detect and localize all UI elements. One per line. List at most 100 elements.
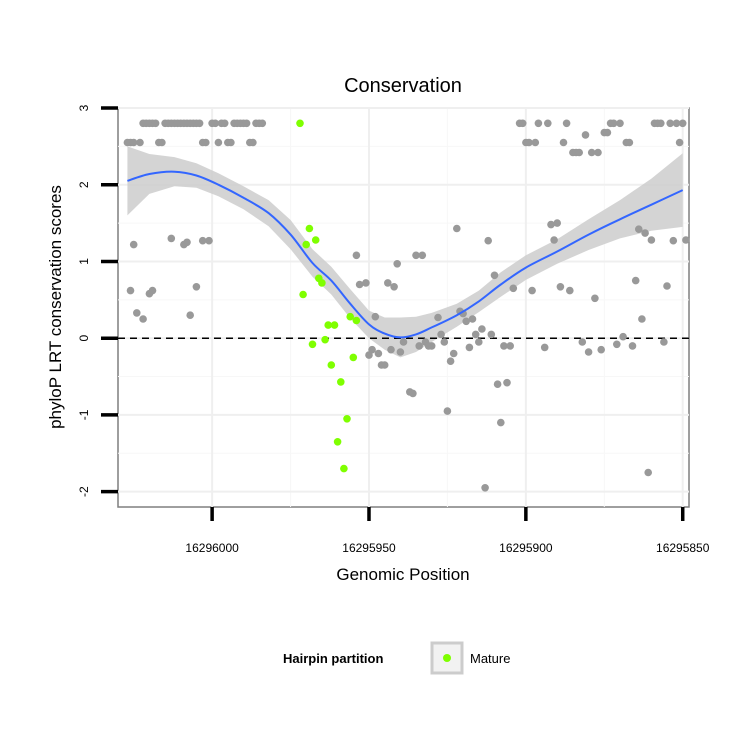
data-point: [136, 138, 144, 147]
data-point: [415, 342, 424, 350]
data-point-mature: [299, 290, 307, 299]
chart-title: Conservation: [344, 75, 462, 97]
confidence-ribbon-layer: [127, 146, 683, 358]
data-point: [591, 294, 599, 303]
data-point: [465, 343, 474, 352]
data-point: [682, 236, 690, 244]
data-point: [129, 138, 138, 147]
data-point-mature: [318, 279, 326, 287]
y-tick-label: 3: [77, 104, 91, 111]
data-point: [556, 283, 565, 291]
data-point: [657, 119, 665, 128]
data-point: [553, 219, 561, 227]
data-point-mature: [349, 353, 358, 362]
x-tick-label: 16295900: [499, 541, 553, 555]
data-point: [384, 279, 392, 287]
data-point: [675, 138, 684, 147]
data-point: [644, 468, 652, 477]
data-point-mature: [305, 224, 314, 233]
data-point: [220, 119, 229, 128]
data-point: [672, 119, 681, 128]
data-point: [544, 119, 552, 128]
data-point: [666, 119, 674, 128]
data-point-mature: [308, 340, 317, 349]
data-point: [525, 138, 533, 147]
data-point: [487, 330, 496, 339]
data-point: [399, 338, 408, 346]
data-point-mature: [352, 316, 361, 325]
data-point: [352, 251, 361, 260]
data-point: [597, 345, 605, 354]
data-point: [603, 128, 612, 137]
data-point: [468, 315, 477, 323]
data-point: [619, 332, 627, 341]
data-point: [390, 283, 398, 291]
data-point: [528, 286, 536, 295]
data-point: [562, 119, 571, 128]
smooth-curve-layer: [127, 170, 684, 339]
data-point: [506, 342, 514, 350]
data-point: [547, 220, 555, 229]
legend-title: Hairpin partition: [283, 651, 383, 666]
data-point-mature: [343, 415, 351, 423]
x-tick-label: 16296000: [185, 541, 239, 555]
data-point: [478, 325, 486, 333]
data-point: [534, 119, 543, 128]
data-point-mature: [340, 464, 348, 473]
data-point: [503, 378, 511, 387]
data-point: [167, 234, 176, 243]
data-point: [475, 338, 483, 346]
data-point: [242, 119, 251, 128]
data-point: [186, 311, 194, 320]
data-point: [609, 119, 618, 128]
data-point: [374, 349, 383, 358]
data-point-mature: [330, 321, 339, 329]
data-point: [613, 340, 621, 349]
data-point: [202, 138, 210, 147]
data-point: [198, 236, 207, 245]
data-point: [355, 280, 364, 289]
legend-label-mature: Mature: [470, 651, 510, 666]
data-point: [409, 389, 417, 398]
data-point: [678, 119, 687, 128]
data-point: [183, 238, 191, 247]
y-tick-label: -2: [77, 486, 91, 497]
data-point: [462, 317, 471, 326]
data-point: [211, 119, 220, 128]
data-point: [518, 119, 527, 128]
data-point: [192, 283, 201, 291]
data-point: [129, 240, 138, 249]
data-point: [509, 284, 518, 293]
y-tick-label: 0: [77, 335, 91, 342]
data-point: [427, 342, 436, 350]
y-tick-label: 1: [77, 258, 91, 265]
data-point: [434, 313, 442, 322]
data-point: [195, 119, 204, 128]
data-point: [669, 236, 678, 245]
data-point: [443, 407, 452, 415]
data-point: [396, 348, 405, 356]
data-point: [139, 315, 147, 323]
confidence-ribbon: [127, 146, 683, 358]
data-point: [594, 148, 602, 157]
data-point: [559, 138, 568, 147]
data-point: [205, 236, 213, 245]
y-axis-title: phyloP LRT conservation scores: [46, 185, 65, 429]
data-point: [133, 309, 141, 317]
data-point: [446, 357, 455, 366]
data-point: [647, 236, 656, 244]
data-point: [641, 229, 649, 237]
data-point: [418, 251, 427, 260]
data-point: [449, 349, 458, 358]
data-point-mature: [327, 361, 336, 369]
data-point: [437, 330, 445, 339]
data-point: [500, 342, 508, 350]
data-point: [158, 138, 166, 147]
legend-key-mature: [443, 654, 451, 662]
data-point: [453, 224, 461, 233]
data-point: [126, 286, 135, 295]
data-point: [497, 418, 505, 427]
data-point: [393, 260, 402, 268]
data-point: [148, 286, 157, 295]
data-point: [371, 312, 380, 321]
